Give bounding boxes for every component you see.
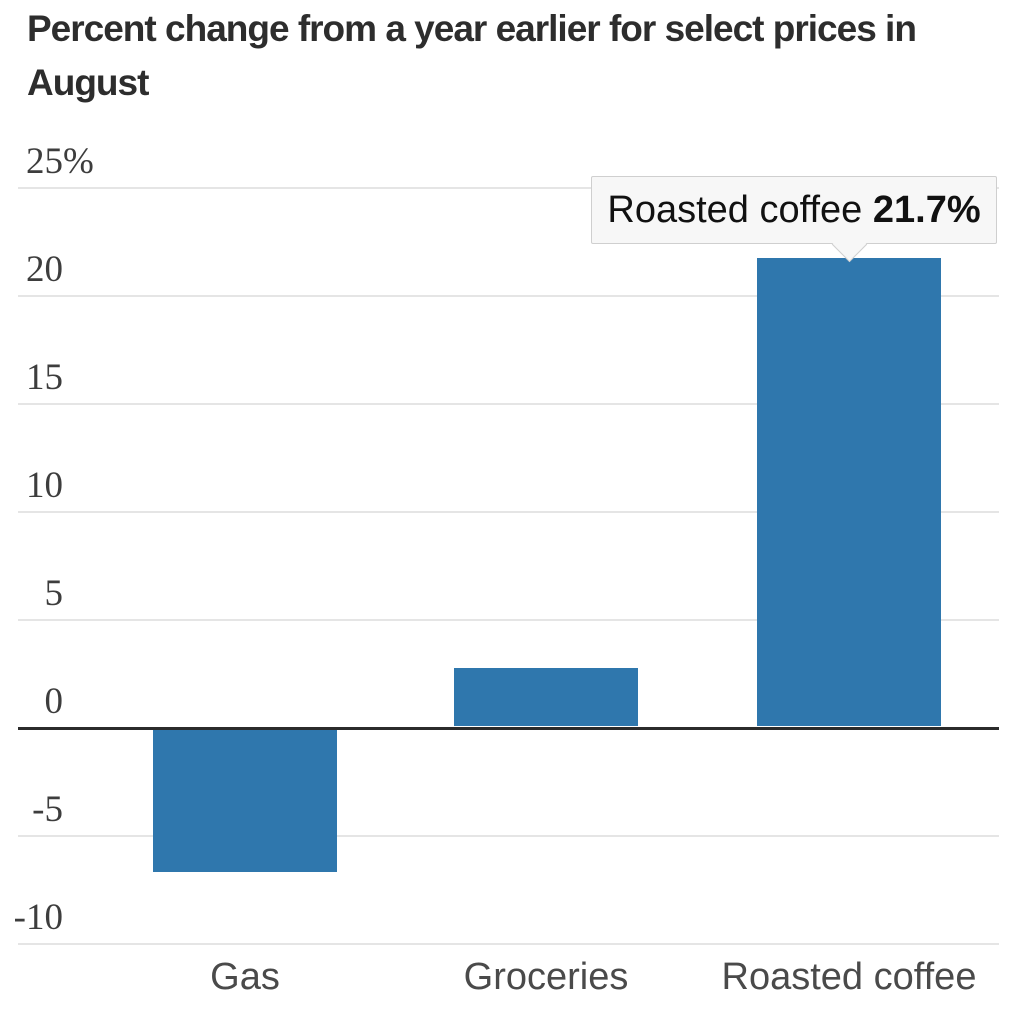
y-tick-label-10: 10	[26, 465, 63, 506]
x-tick-label-gas: Gas	[210, 956, 280, 998]
gridline-20	[18, 295, 999, 297]
gridline--10	[18, 943, 999, 945]
x-tick-label-groceries: Groceries	[463, 956, 629, 998]
y-tick-label-0: 0	[44, 681, 64, 722]
gridline--5	[18, 835, 999, 837]
tooltip-label: Roasted coffee	[607, 188, 863, 231]
tooltip-spacer	[862, 189, 873, 232]
bar-roasted-coffee[interactable]	[757, 257, 941, 727]
gridline-5	[18, 619, 999, 621]
gridline-10	[18, 511, 999, 513]
y-tick-label-25: 25%	[26, 141, 94, 182]
chart-title: Percent change from a year earlier for s…	[27, 8, 917, 103]
zero-axis-line	[18, 726, 999, 730]
y-tick-label--10: -10	[13, 897, 63, 938]
y-tick-label-5: 5	[44, 573, 64, 614]
bar-gas[interactable]	[153, 729, 337, 873]
gridline-15	[18, 403, 999, 405]
tooltip-value: 21.7%	[872, 188, 981, 231]
y-tick-label-15: 15	[26, 357, 63, 398]
x-tick-label-roasted-coffee: Roasted coffee	[721, 956, 977, 998]
tooltip: Roasted coffee 21.7%	[591, 176, 997, 244]
y-tick-label-20: 20	[26, 249, 63, 290]
y-tick-label--5: -5	[32, 789, 63, 830]
bar-groceries[interactable]	[454, 668, 638, 727]
gridline-25	[18, 187, 999, 189]
